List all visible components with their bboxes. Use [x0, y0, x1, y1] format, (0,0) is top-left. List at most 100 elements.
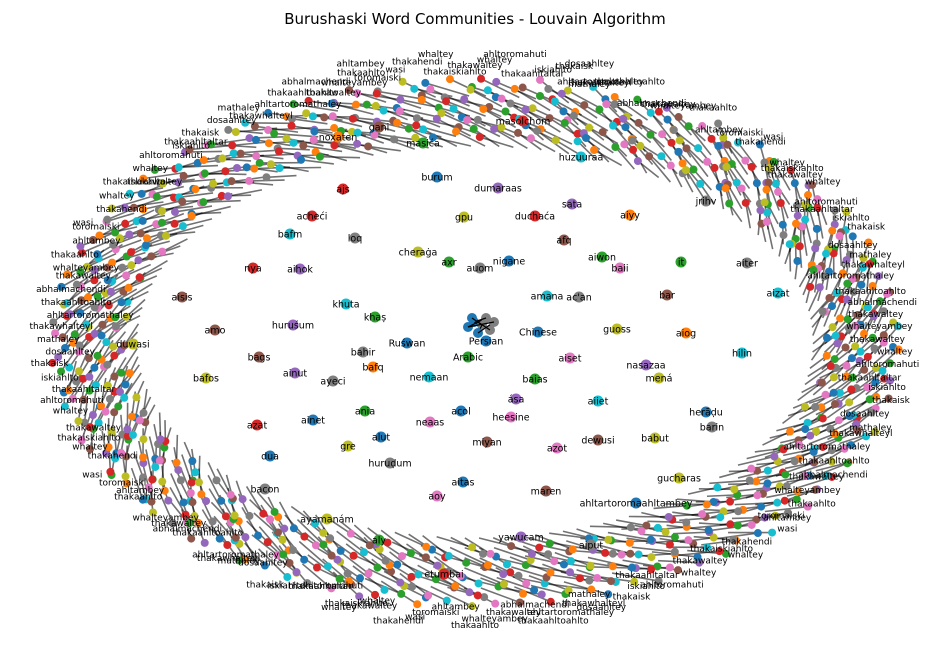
- node-16: [558, 234, 570, 246]
- edge: [851, 236, 855, 263]
- ring-node: [451, 582, 460, 591]
- ring-node: [733, 138, 742, 147]
- ring-node: [566, 557, 575, 566]
- ring-node: [118, 263, 127, 272]
- ring-node: [479, 549, 488, 558]
- ring-node: [185, 518, 194, 527]
- edge: [238, 528, 255, 559]
- ring-node: [760, 158, 769, 167]
- ring-node: [585, 123, 594, 132]
- ring-node-label: iskiahlto: [267, 582, 305, 592]
- ring-node: [104, 443, 113, 452]
- node-7: [337, 183, 349, 195]
- edge: [766, 221, 774, 250]
- ring-node: [753, 491, 762, 500]
- ring-node: [506, 99, 515, 108]
- ring-node-label: mathaley: [568, 590, 611, 600]
- ring-node: [390, 135, 399, 144]
- node-71: [264, 450, 276, 462]
- ring-node: [351, 100, 360, 109]
- ring-node: [625, 538, 634, 547]
- ring-node-label: thakawaltey: [306, 89, 362, 99]
- edge: [658, 559, 700, 564]
- ring-node: [117, 368, 126, 377]
- ring-node: [264, 108, 273, 117]
- ring-node: [156, 435, 165, 444]
- ring-node: [533, 126, 542, 135]
- node-label: burum: [421, 173, 452, 184]
- ring-node: [878, 366, 887, 375]
- ring-node-label: thakawhalteyl: [829, 429, 892, 439]
- ring-node: [466, 85, 475, 94]
- ring-node: [645, 152, 654, 161]
- ring-node: [181, 510, 190, 519]
- ring-node: [160, 486, 169, 495]
- ring-node-label: toromaiski: [354, 74, 401, 84]
- edge: [432, 136, 472, 147]
- ring-node: [792, 201, 801, 210]
- ring-node: [793, 211, 802, 220]
- ring-node: [636, 141, 645, 150]
- ring-node: [61, 343, 70, 352]
- ring-node: [89, 236, 98, 245]
- ring-node: [658, 130, 667, 139]
- edge: [494, 556, 527, 566]
- node-26: [741, 257, 753, 269]
- ring-node: [670, 533, 679, 542]
- ring-node: [781, 470, 790, 479]
- edge: [169, 486, 187, 516]
- ring-node: [822, 333, 831, 342]
- edge: [105, 322, 128, 343]
- edge: [303, 144, 343, 153]
- ring-node: [729, 535, 738, 544]
- node-label: ayamanám: [300, 515, 353, 526]
- edge: [178, 192, 214, 199]
- ring-node: [179, 171, 188, 180]
- ring-node: [124, 283, 133, 292]
- edge: [279, 166, 322, 169]
- node-65: [649, 432, 661, 444]
- edge: [567, 89, 602, 110]
- ring-node: [408, 582, 417, 591]
- ring-node: [791, 219, 800, 228]
- ring-node: [83, 262, 92, 271]
- edge: [576, 568, 612, 582]
- edge: [872, 346, 894, 365]
- ring-node: [609, 121, 618, 130]
- edge: [298, 540, 329, 567]
- ring-node: [404, 124, 413, 133]
- node-label: noxaten: [319, 133, 358, 144]
- ring-node: [776, 199, 785, 208]
- ring-node-label: thakawaltey: [673, 557, 729, 567]
- ring-node: [134, 256, 143, 265]
- ring-node-label: thakawhalteyl: [29, 322, 92, 332]
- node-34: [209, 324, 221, 336]
- edge: [649, 134, 673, 162]
- ring-node: [381, 556, 390, 565]
- ring-node-label: toromaiski: [758, 511, 805, 521]
- node-label: huzuuraa: [559, 153, 604, 164]
- ring-node-label: thakaiskiahlto: [325, 599, 388, 609]
- ring-node: [809, 265, 818, 274]
- ring-node: [642, 521, 651, 530]
- ring-node: [894, 345, 903, 354]
- edge: [731, 163, 751, 189]
- ring-node: [413, 600, 422, 609]
- ring-node-label: thakaahltoahlto: [594, 77, 665, 87]
- ring-node: [442, 97, 451, 106]
- edge: [213, 515, 236, 541]
- ring-node: [868, 281, 877, 290]
- ring-node: [398, 552, 407, 561]
- ring-node: [815, 283, 824, 292]
- ring-node: [813, 195, 822, 204]
- ring-node: [254, 531, 263, 540]
- ring-node: [197, 490, 206, 499]
- edge: [714, 532, 758, 540]
- ring-node: [63, 298, 72, 307]
- ring-node: [190, 512, 199, 521]
- ring-node: [575, 574, 584, 583]
- ring-node: [515, 598, 524, 607]
- ring-node: [589, 82, 598, 91]
- node-label: jrihv: [695, 197, 717, 208]
- ring-node: [662, 103, 671, 112]
